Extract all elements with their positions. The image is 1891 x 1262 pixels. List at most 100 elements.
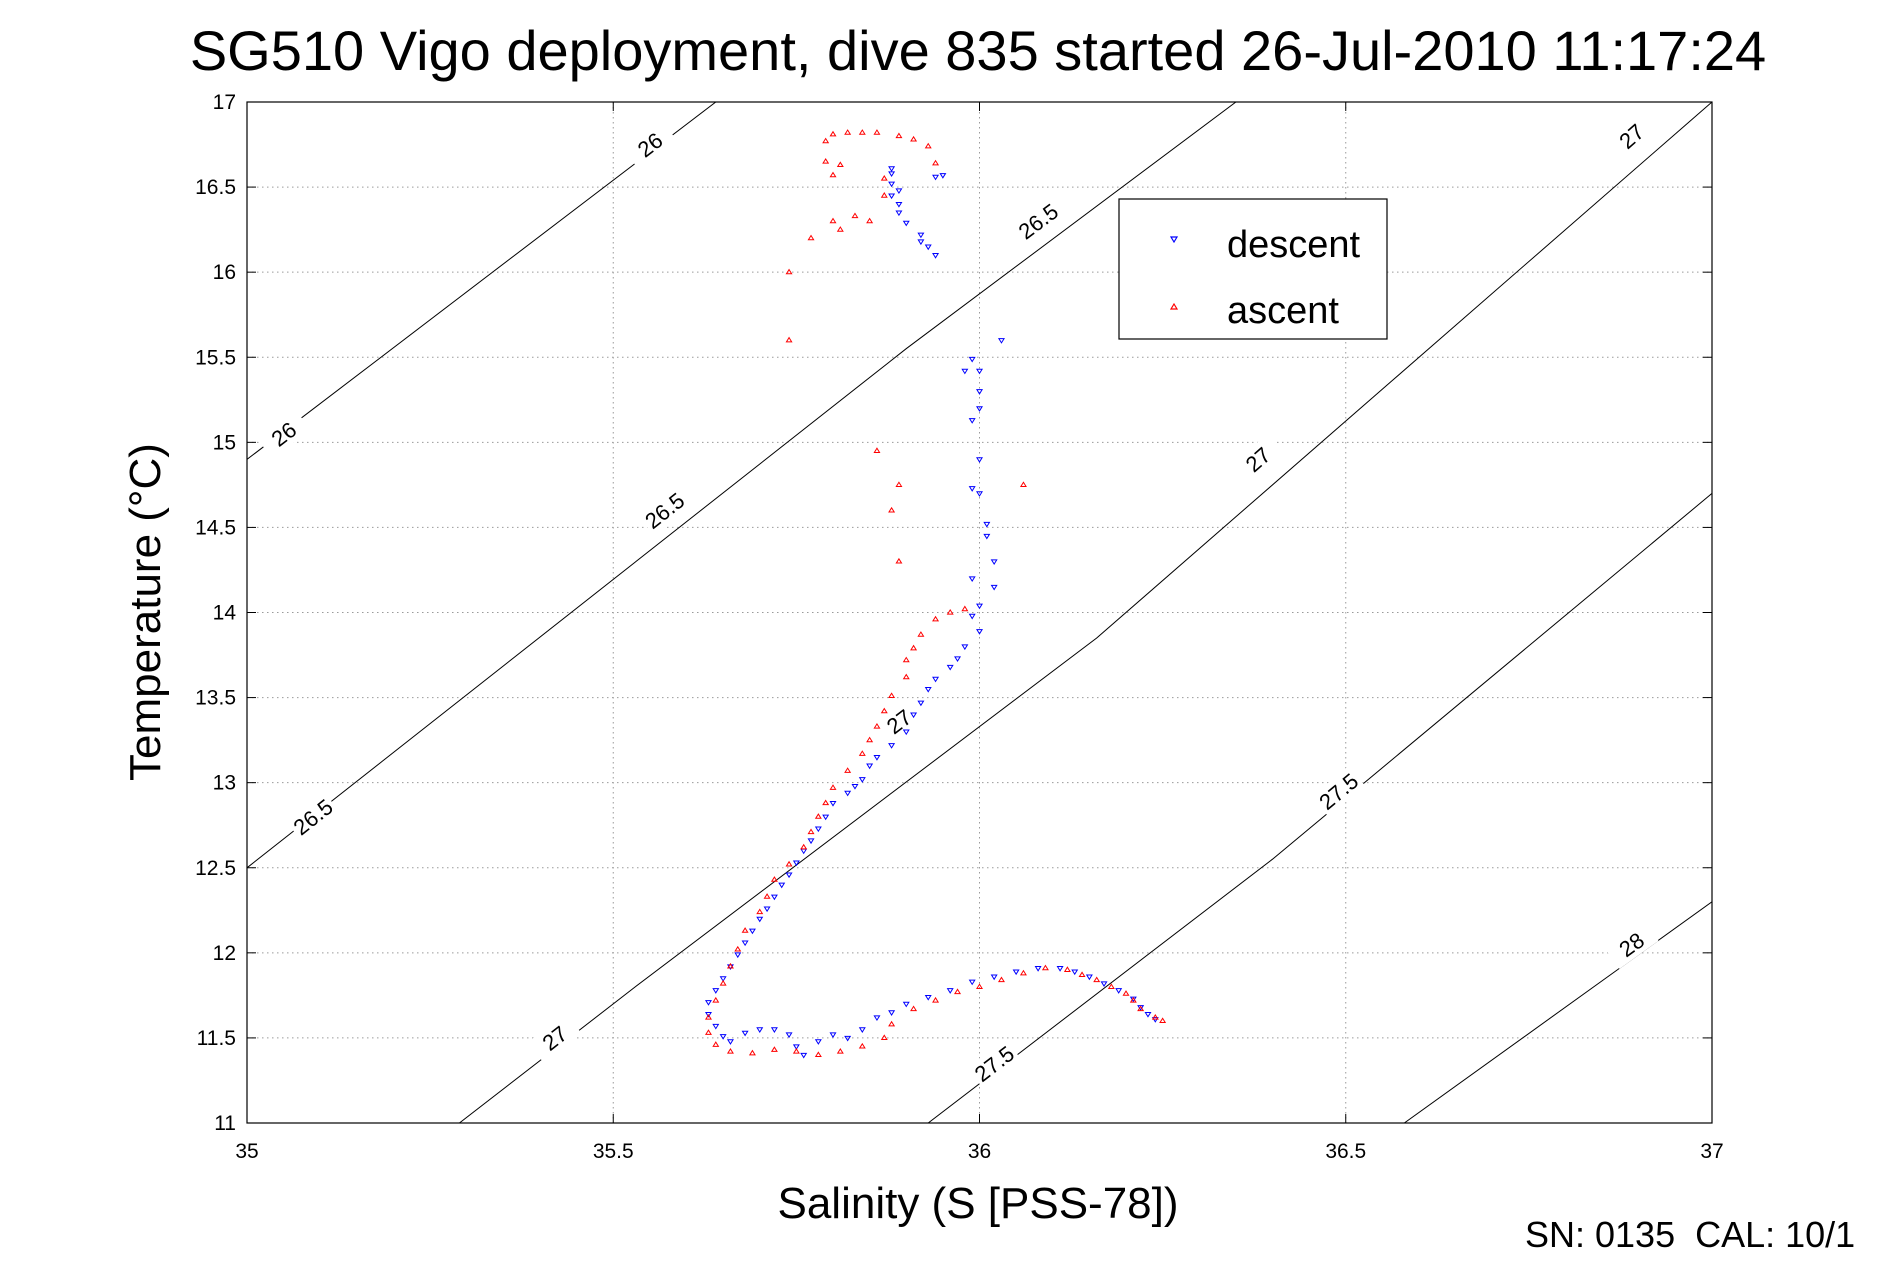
descent-point (704, 1011, 712, 1018)
descent-point (1100, 981, 1108, 988)
isopycnal-label-bg (1604, 110, 1659, 162)
descent-point (932, 676, 940, 683)
ascent-point (785, 860, 793, 867)
ascent-point (880, 1034, 888, 1041)
ascent-point (734, 945, 742, 952)
ascent-point (924, 142, 932, 149)
ascent-point (829, 171, 837, 178)
descent-point (888, 1010, 896, 1016)
y-tick-label: 15.5 (195, 346, 236, 369)
ascent-point (858, 129, 866, 135)
descent-point (712, 1023, 720, 1030)
ascent-point (836, 161, 844, 168)
legend-ascent-label: ascent (1227, 290, 1339, 332)
ascent-point (1041, 964, 1049, 971)
ascent-point (851, 212, 859, 219)
descent-point (1071, 969, 1079, 976)
legend-ascent-marker (1169, 302, 1179, 310)
descent-point (976, 406, 983, 412)
x-axis-label: Salinity (S [PSS-78]) (777, 1179, 1178, 1228)
ascent-point (895, 481, 903, 487)
y-tick-label: 12.5 (195, 857, 236, 880)
ascent-point (873, 722, 881, 729)
ascent-point (880, 175, 888, 181)
isopycnal-line (1404, 901, 1712, 1123)
descent-point (1034, 966, 1042, 972)
isopycnal-line (927, 493, 1712, 1123)
ascent-point (829, 217, 837, 224)
ascent-point (873, 129, 881, 135)
isopycnal-label-bg (637, 485, 692, 536)
descent-point (1056, 966, 1064, 972)
ascent-point (770, 1046, 778, 1052)
ascent-point (719, 979, 727, 986)
descent-point (976, 389, 983, 395)
descent-point (800, 1052, 808, 1059)
ascent-point (756, 908, 764, 915)
descent-point (976, 629, 983, 635)
ascent-point (946, 608, 954, 615)
descent-point (895, 210, 903, 217)
descent-point (946, 988, 954, 994)
descent-point (873, 755, 881, 761)
ascent-point (807, 234, 815, 241)
y-tick-label: 13.5 (195, 687, 236, 710)
descent-point (888, 166, 896, 172)
descent-point (924, 686, 932, 693)
descent-point (968, 979, 976, 986)
ascent-point (822, 799, 830, 806)
y-tick-label: 15 (213, 431, 236, 454)
ascent-point (858, 750, 866, 756)
descent-point (924, 994, 932, 1001)
ascent-point (770, 876, 778, 882)
descent-point (983, 521, 991, 528)
descent-point (990, 584, 998, 591)
descent-point (844, 790, 852, 797)
ascent-point (836, 1047, 844, 1054)
descent-point (961, 368, 969, 375)
descent-point (888, 193, 896, 200)
ascent-point (888, 692, 896, 698)
ascent-point (917, 631, 925, 637)
legend-box (1118, 198, 1388, 340)
ascent-point (829, 130, 837, 137)
descent-point (719, 1034, 727, 1040)
descent-point (741, 940, 749, 947)
y-tick-label: 14 (213, 602, 237, 625)
ascent-point (976, 983, 983, 989)
ascent-point (726, 1047, 734, 1054)
ascent-point (800, 843, 808, 850)
descent-point (902, 729, 910, 736)
descent-point (961, 644, 969, 651)
ascent-point (836, 226, 844, 232)
descent-point (770, 1027, 778, 1033)
ascent-point (704, 1013, 712, 1020)
descent-point (1085, 974, 1093, 981)
ascent-point (814, 813, 822, 819)
descent-point (976, 457, 983, 463)
y-tick-label: 11.5 (197, 1027, 236, 1050)
legend-item-ascent: ascent (1169, 290, 1339, 332)
descent-point (968, 356, 976, 363)
x-tick-label: 37 (1700, 1140, 1723, 1163)
descent-point (822, 814, 830, 821)
isopycnal-label-bg (1311, 765, 1366, 817)
ascent-point (895, 132, 903, 139)
y-tick-label: 14.5 (195, 516, 236, 539)
descent-point (829, 800, 837, 807)
descent-point (741, 1030, 749, 1037)
x-tick-label: 36.5 (1325, 1140, 1366, 1163)
descent-point (946, 664, 954, 671)
ascent-point (888, 506, 896, 513)
descent-point (1012, 969, 1020, 976)
descent-point (917, 232, 925, 239)
ascent-point (932, 996, 940, 1003)
descent-point (990, 559, 998, 565)
descent-point (932, 253, 940, 259)
descent-point (968, 613, 976, 620)
descent-point (851, 783, 859, 790)
ascent-point (822, 137, 830, 144)
ascent-point (858, 1042, 866, 1049)
isopycnal-label-bg (1604, 919, 1659, 969)
descent-point (990, 974, 998, 981)
